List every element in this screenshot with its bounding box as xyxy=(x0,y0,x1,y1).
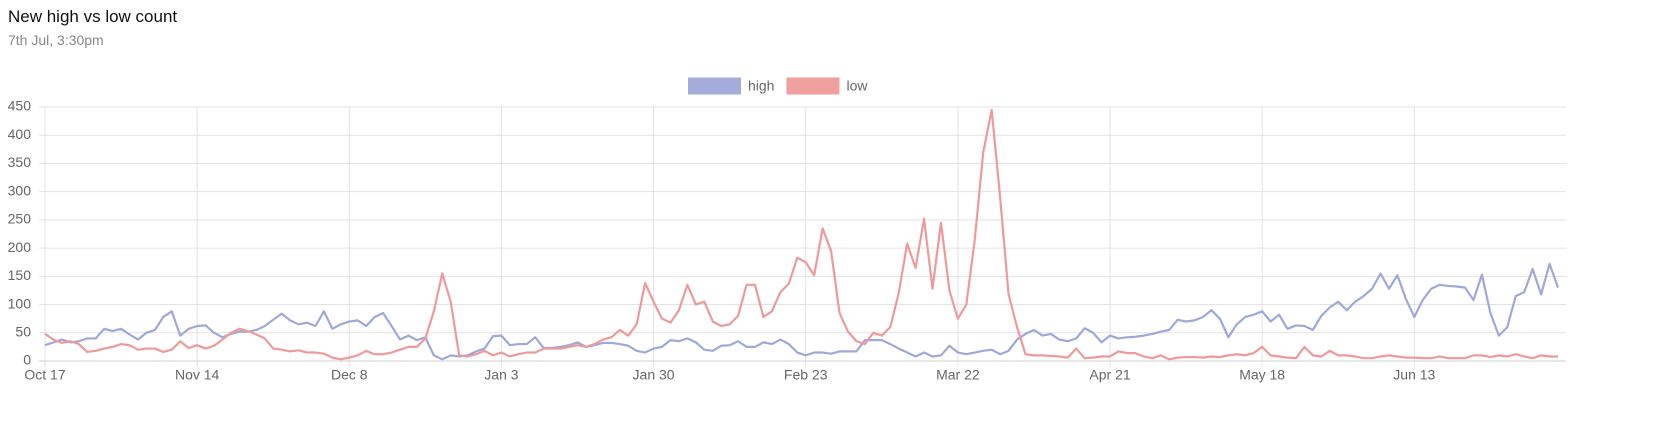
y-tick-label: 350 xyxy=(8,154,32,170)
y-tick-label: 100 xyxy=(8,295,32,311)
x-tick-label: Jan 3 xyxy=(484,367,518,383)
y-tick-label: 150 xyxy=(8,267,32,283)
y-tick-label: 400 xyxy=(8,126,32,142)
x-tick-label: Oct 17 xyxy=(24,367,65,383)
legend-label: low xyxy=(846,78,868,94)
legend-swatch xyxy=(786,77,840,95)
y-tick-label: 0 xyxy=(23,352,31,368)
y-tick-label: 250 xyxy=(8,211,32,227)
y-tick-label: 300 xyxy=(8,182,32,198)
x-tick-label: Dec 8 xyxy=(331,367,368,383)
y-tick-label: 450 xyxy=(8,98,32,114)
series-line xyxy=(44,262,1560,361)
x-tick-label: Mar 22 xyxy=(936,367,980,383)
y-tick-label: 200 xyxy=(8,239,32,255)
chart-subtitle: 7th Jul, 3:30pm xyxy=(8,32,104,48)
x-tick-label: Feb 23 xyxy=(784,367,828,383)
legend-label: high xyxy=(748,78,774,94)
y-tick-label: 50 xyxy=(15,323,31,339)
x-tick-label: Nov 14 xyxy=(175,367,220,383)
series-line xyxy=(44,108,1558,361)
legend-swatch xyxy=(688,77,741,95)
chart-title: New high vs low count xyxy=(8,7,178,26)
x-tick-label: Jan 30 xyxy=(633,367,675,383)
x-tick-label: Apr 21 xyxy=(1089,367,1130,383)
x-tick-label: May 18 xyxy=(1239,367,1285,383)
x-tick-label: Jun 13 xyxy=(1393,367,1435,383)
